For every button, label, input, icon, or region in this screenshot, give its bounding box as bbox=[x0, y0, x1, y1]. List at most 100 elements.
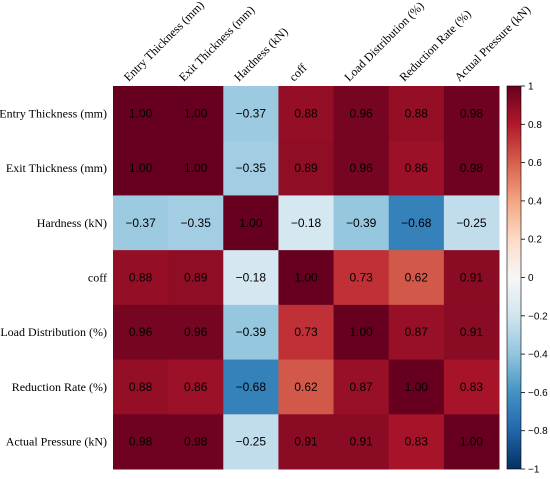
cell-value-label: 1.00 bbox=[184, 161, 208, 175]
heatmap-cell bbox=[223, 195, 279, 251]
cell-value-label: 0.87 bbox=[349, 380, 373, 394]
row-label: coff bbox=[88, 271, 107, 285]
colorbar-tick-label: −1 bbox=[528, 465, 540, 476]
heatmap-cell bbox=[388, 250, 445, 306]
heatmap-cell bbox=[168, 304, 224, 361]
cell-value-label: 1.00 bbox=[129, 106, 153, 120]
heatmap-cell bbox=[278, 359, 335, 415]
heatmap-cell bbox=[333, 195, 390, 251]
cell-value-label: 0.98 bbox=[460, 106, 484, 120]
heatmap-cell bbox=[168, 140, 224, 196]
colorbar-tick-label: 0.6 bbox=[528, 158, 542, 169]
colorbar-tick-label: −0.6 bbox=[528, 388, 548, 399]
heatmap-cell bbox=[113, 140, 169, 196]
cell-value-label: −0.37 bbox=[125, 216, 156, 230]
cell-value-label: 0.73 bbox=[349, 271, 373, 285]
cell-value-label: 1.00 bbox=[239, 216, 263, 230]
cell-value-label: 1.00 bbox=[405, 380, 429, 394]
heatmap-cell bbox=[113, 195, 169, 251]
cell-value-label: 0.98 bbox=[129, 435, 153, 449]
colorbar-tick-label: 0.4 bbox=[528, 196, 542, 207]
cell-value-label: −0.37 bbox=[236, 106, 267, 120]
cell-value-label: 1.00 bbox=[294, 271, 318, 285]
cell-value-label: 0.62 bbox=[294, 380, 318, 394]
cell-value-label: −0.35 bbox=[181, 216, 212, 230]
column-label: coff bbox=[286, 61, 309, 84]
heatmap-cell bbox=[443, 414, 500, 470]
heatmap-cell bbox=[113, 359, 169, 415]
column-label: Hardness (kN) bbox=[231, 25, 291, 85]
cell-value-label: −0.25 bbox=[456, 216, 487, 230]
cell-value-label: 0.86 bbox=[184, 380, 208, 394]
cell-value-label: 0.88 bbox=[405, 106, 429, 120]
heatmap-cell bbox=[223, 304, 279, 361]
row-label: Reduction Rate (%) bbox=[12, 380, 107, 394]
cell-value-label: −0.25 bbox=[236, 435, 267, 449]
heatmap-cell bbox=[113, 414, 169, 470]
heatmap-cell bbox=[278, 195, 335, 251]
heatmap-cell bbox=[333, 414, 390, 470]
heatmap-cell bbox=[168, 359, 224, 415]
heatmap-cells: 1.00 1.00 −0.37 0.88 0.96 0.88 0.98 1.00 1.00 −0.… bbox=[113, 86, 500, 470]
heatmap-cell bbox=[388, 304, 445, 361]
cell-value-label: 1.00 bbox=[184, 106, 208, 120]
cell-value-label: 0.96 bbox=[129, 325, 153, 339]
colorbar-tick-label: −0.2 bbox=[528, 311, 548, 322]
row-label: Entry Thickness (mm) bbox=[0, 106, 107, 120]
cell-value-label: 0.98 bbox=[460, 161, 484, 175]
cell-value-label: −0.35 bbox=[236, 161, 267, 175]
colorbar-tick-label: 0.8 bbox=[528, 120, 542, 131]
cell-value-label: −0.18 bbox=[291, 216, 322, 230]
heatmap-cell bbox=[333, 140, 390, 196]
cell-value-label: 1.00 bbox=[460, 435, 484, 449]
cell-value-label: 0.88 bbox=[129, 380, 153, 394]
heatmap-cell bbox=[333, 250, 390, 306]
heatmap-cell bbox=[223, 359, 279, 415]
heatmap-cell bbox=[333, 304, 390, 361]
cell-value-label: 0.86 bbox=[405, 161, 429, 175]
colorbar-tick-label: −0.4 bbox=[528, 350, 548, 361]
heatmap-cell bbox=[333, 86, 390, 142]
heatmap-cell bbox=[278, 140, 335, 196]
cell-value-label: 0.87 bbox=[405, 325, 429, 339]
heatmap-cell bbox=[278, 250, 335, 306]
cell-value-label: 0.88 bbox=[129, 271, 153, 285]
heatmap-cell bbox=[443, 304, 500, 361]
row-label: Load Distribution (%) bbox=[0, 325, 107, 339]
cell-value-label: 0.62 bbox=[405, 271, 429, 285]
heatmap-cell bbox=[168, 86, 224, 142]
row-label: Actual Pressure (kN) bbox=[6, 435, 107, 449]
heatmap-cell bbox=[443, 250, 500, 306]
heatmap-cell bbox=[443, 140, 500, 196]
cell-value-label: 0.96 bbox=[184, 325, 208, 339]
heatmap-cell bbox=[113, 250, 169, 306]
heatmap-cell bbox=[113, 86, 169, 142]
heatmap-cell bbox=[168, 195, 224, 251]
heatmap-cell bbox=[443, 195, 500, 251]
column-labels: Entry Thickness (mm)Exit Thickness (mm)H… bbox=[121, 0, 533, 84]
colorbar-tick-label: 0.2 bbox=[528, 235, 542, 246]
heatmap-cell bbox=[278, 86, 335, 142]
cell-value-label: 0.89 bbox=[184, 271, 208, 285]
heatmap-cell bbox=[278, 414, 335, 470]
colorbar-tick-label: 1 bbox=[528, 82, 534, 93]
cell-value-label: 0.91 bbox=[349, 435, 373, 449]
row-label: Exit Thickness (mm) bbox=[6, 161, 107, 175]
heatmap-cell bbox=[443, 359, 500, 415]
cell-value-label: −0.68 bbox=[236, 380, 267, 394]
cell-value-label: −0.18 bbox=[236, 271, 267, 285]
heatmap-cell bbox=[278, 304, 335, 361]
cell-value-label: 1.00 bbox=[349, 325, 373, 339]
colorbar-tick-label: −0.8 bbox=[528, 426, 548, 437]
heatmap-cell bbox=[223, 250, 279, 306]
heatmap-cell bbox=[388, 359, 445, 415]
cell-value-label: 0.91 bbox=[294, 435, 318, 449]
heatmap-cell bbox=[333, 359, 390, 415]
cell-value-label: 0.98 bbox=[184, 435, 208, 449]
cell-value-label: 0.91 bbox=[460, 271, 484, 285]
heatmap-cell bbox=[168, 414, 224, 470]
cell-value-label: −0.68 bbox=[401, 216, 432, 230]
heatmap-cell bbox=[388, 414, 445, 470]
heatmap-cell bbox=[223, 140, 279, 196]
cell-value-label: 0.88 bbox=[294, 106, 318, 120]
